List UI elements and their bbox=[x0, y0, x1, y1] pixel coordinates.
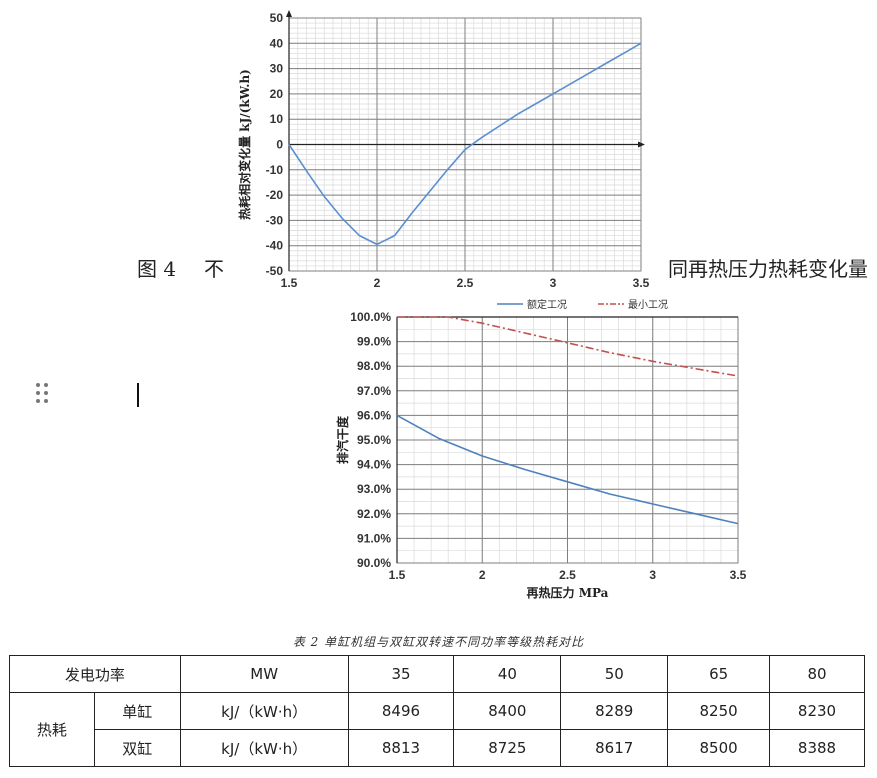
table-cell: 单缸 bbox=[93, 692, 181, 730]
heat-consumption-chart: 1.5 2 2.5 3 3.5 50 40 30 20 10 0 -10 -20 -30 -40 -50 热耗相… bbox=[0, 0, 877, 320]
table-title: 表 2 单缸机组与双缸双转速不同功率等级热耗对比 bbox=[292, 635, 585, 649]
exhaust-dryness-chart: 1.5 2 2.5 3 3.5 100.0% 99.0% 98.0% 97.0% 96.0% 95.… bbox=[0, 290, 877, 610]
table-cell: 35 bbox=[347, 655, 455, 693]
y-tick-label: 20 bbox=[270, 87, 284, 101]
y-tick-label: -30 bbox=[266, 213, 284, 227]
heat-consumption-table: 发电功率 MW 35 40 50 65 80 热耗 单缸 kJ/（kW·h） 8… bbox=[9, 655, 865, 767]
y-tick-label: 94.0% bbox=[357, 458, 391, 472]
figure-caption-suffix: 同再热压力热耗变化量 bbox=[668, 257, 868, 281]
table-cell: 8725 bbox=[453, 729, 562, 767]
y-tick-label: 97.0% bbox=[357, 384, 391, 398]
x-axis-arrow bbox=[638, 141, 645, 148]
table-cell: 8813 bbox=[347, 729, 455, 767]
x-tick-label: 3.5 bbox=[730, 568, 747, 582]
table-cell: kJ/（kW·h） bbox=[179, 729, 349, 767]
x-tick-label: 2 bbox=[479, 568, 486, 582]
table-cell: 发电功率 bbox=[9, 655, 181, 693]
table-cell: 80 bbox=[769, 655, 865, 693]
series-line bbox=[288, 42, 642, 246]
legend-label: 额定工况 bbox=[527, 298, 567, 311]
exhaust-dryness-chart-svg: 1.5 2 2.5 3 3.5 100.0% 99.0% 98.0% 97.0% 96.0% 95.… bbox=[335, 298, 747, 600]
y-tick-label: -20 bbox=[266, 188, 284, 202]
y-tick-label: 30 bbox=[270, 62, 284, 76]
table-cell: 8400 bbox=[453, 692, 562, 730]
x-tick-label: 2.5 bbox=[457, 276, 474, 290]
series-line bbox=[396, 414, 739, 525]
y-tick-label: 93.0% bbox=[357, 482, 391, 496]
y-tick-label: 50 bbox=[270, 11, 284, 25]
figure-caption-fragment: 不 bbox=[204, 257, 224, 281]
y-tick-label: 98.0% bbox=[357, 359, 391, 373]
y-tick-label: -40 bbox=[266, 239, 284, 253]
y-tick-label: 40 bbox=[270, 36, 284, 50]
table-cell: 8388 bbox=[769, 729, 865, 767]
figure-caption-prefix: 图 4 bbox=[137, 257, 177, 281]
y-tick-label: 10 bbox=[270, 112, 284, 126]
table-cell: 热耗 bbox=[9, 692, 95, 767]
y-tick-label: 92.0% bbox=[357, 507, 391, 521]
table-cell: 50 bbox=[560, 655, 669, 693]
table-cell: 65 bbox=[667, 655, 771, 693]
heat-consumption-chart-svg: 1.5 2 2.5 3 3.5 50 40 30 20 10 0 -10 -20 -30 -40 -50 热耗相… bbox=[237, 10, 650, 290]
text-cursor bbox=[137, 383, 139, 407]
table-cell: 8496 bbox=[347, 692, 455, 730]
x-tick-label: 2 bbox=[374, 276, 381, 290]
table-cell: 8230 bbox=[769, 692, 865, 730]
y-axis-arrow bbox=[286, 10, 292, 17]
table-cell: 8500 bbox=[667, 729, 771, 767]
y-tick-label: -10 bbox=[266, 163, 284, 177]
y-tick-label: 99.0% bbox=[357, 335, 391, 349]
x-axis-label: 再热压力 MPa bbox=[527, 585, 609, 600]
x-tick-label: 3 bbox=[550, 276, 557, 290]
x-tick-label: 1.5 bbox=[281, 276, 298, 290]
table-cell: 8250 bbox=[667, 692, 771, 730]
table-cell: 8289 bbox=[560, 692, 669, 730]
table-cell: 40 bbox=[453, 655, 562, 693]
y-tick-label: 96.0% bbox=[357, 408, 391, 422]
y-tick-label: 100.0% bbox=[350, 310, 391, 324]
y-axis-label: 热耗相对变化量 kJ/(kW.h) bbox=[237, 69, 252, 220]
y-axis-label: 排汽干度 bbox=[335, 415, 350, 464]
y-tick-label: 91.0% bbox=[357, 531, 391, 545]
x-tick-label: 3 bbox=[649, 568, 656, 582]
y-tick-label: 0 bbox=[276, 138, 283, 152]
y-tick-label: 95.0% bbox=[357, 433, 391, 447]
y-tick-label: 90.0% bbox=[357, 556, 391, 570]
series-line bbox=[397, 316, 739, 377]
table-cell: MW bbox=[179, 655, 349, 693]
x-tick-label: 3.5 bbox=[633, 276, 650, 290]
block-drag-handle-icon[interactable] bbox=[36, 383, 50, 405]
table-cell: 双缸 bbox=[93, 729, 181, 767]
table-cell: kJ/（kW·h） bbox=[179, 692, 349, 730]
y-tick-label: -50 bbox=[266, 264, 284, 278]
x-tick-label: 1.5 bbox=[389, 568, 406, 582]
table-row: 双缸 kJ/（kW·h） 8813 8725 8617 8500 8388 bbox=[10, 729, 865, 767]
x-tick-label: 2.5 bbox=[559, 568, 576, 582]
table-cell: 8617 bbox=[560, 729, 669, 767]
legend-label: 最小工况 bbox=[628, 299, 668, 311]
table-row: 热耗 单缸 kJ/（kW·h） 8496 8400 8289 8250 8230 bbox=[9, 692, 865, 767]
table-row: 发电功率 MW 35 40 50 65 80 bbox=[9, 655, 865, 693]
